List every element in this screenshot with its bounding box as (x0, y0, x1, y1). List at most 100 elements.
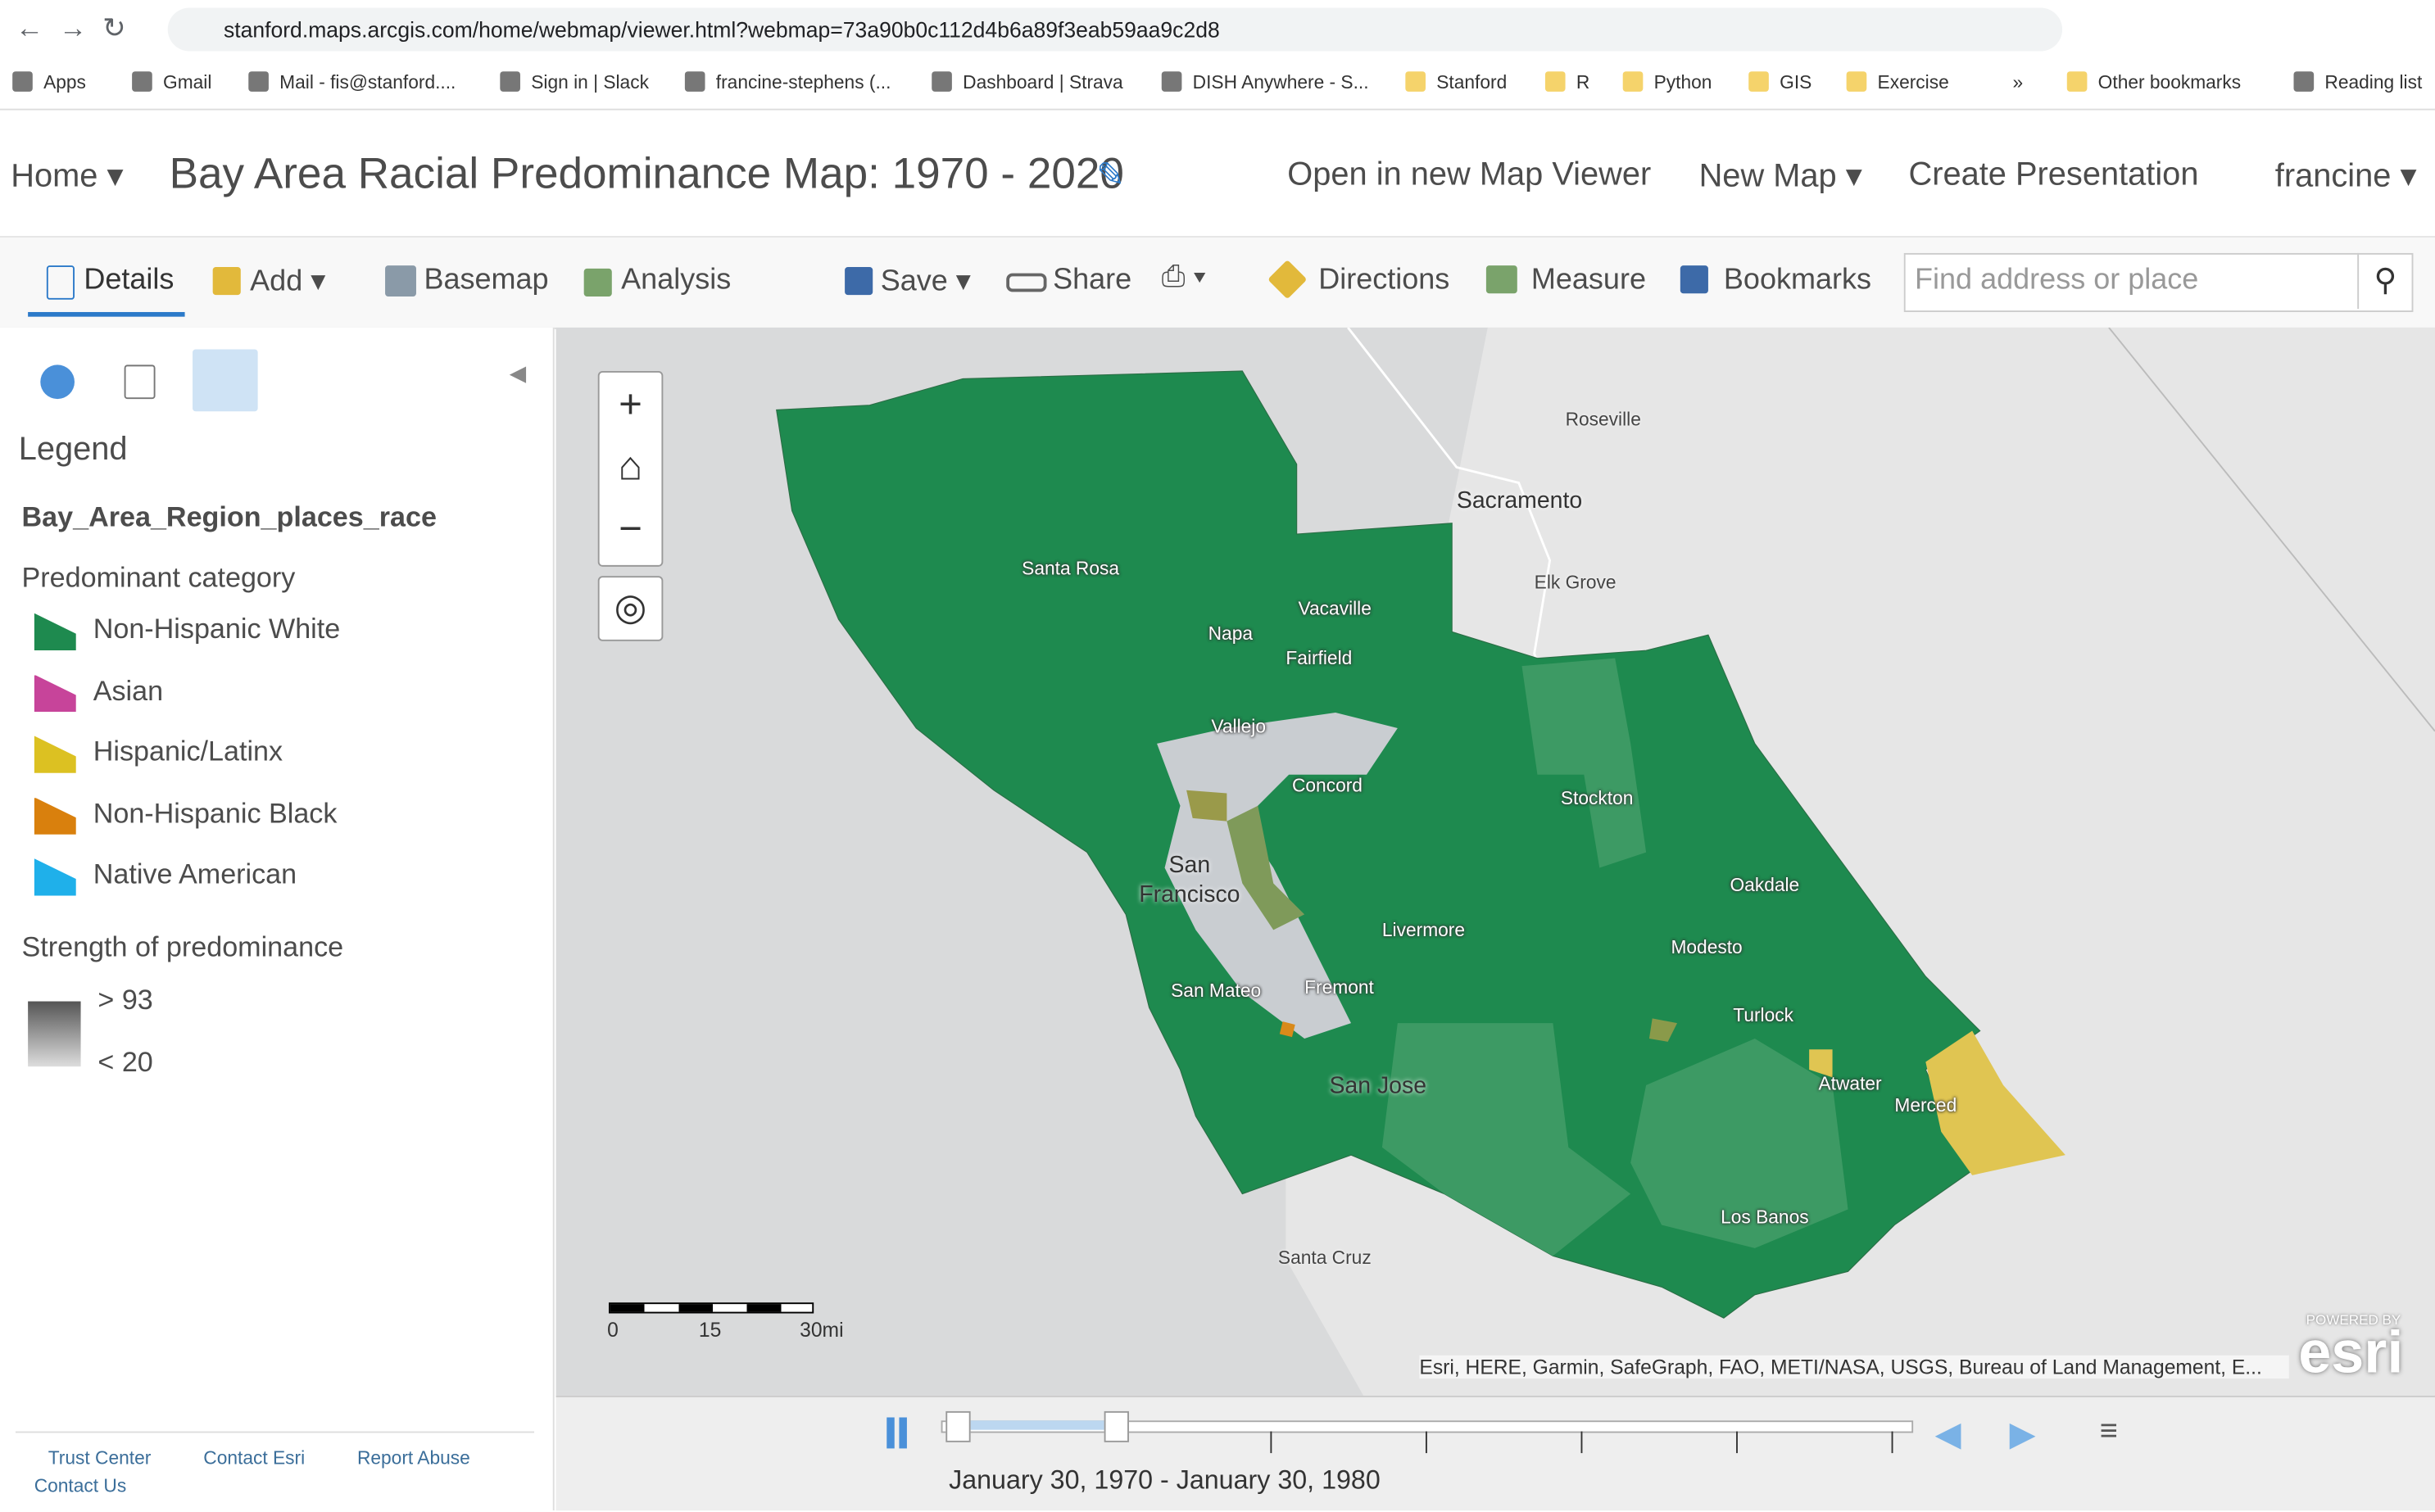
slider-range (956, 1420, 1115, 1430)
home-menu[interactable]: Home ▾ (11, 158, 124, 194)
bookmark[interactable]: Other bookmarks (2097, 71, 2242, 93)
active-tab-indicator (28, 311, 185, 317)
map-label: Oakdale (1730, 874, 1800, 896)
pause-button[interactable] (886, 1417, 895, 1449)
print-menu[interactable]: ⎙ ▾ (1161, 260, 1206, 294)
bookmark-icon (1846, 71, 1867, 92)
tool-bookmarks[interactable]: Bookmarks (1723, 264, 1872, 297)
content-tab[interactable] (124, 364, 156, 400)
bookmark[interactable]: Reading list (2324, 71, 2423, 93)
scale-label: 0 (607, 1318, 619, 1342)
bookmark[interactable]: Mail - fis@stanford.... (279, 71, 456, 93)
strength-label: > 93 (97, 984, 153, 1016)
map-label: San Francisco (1139, 852, 1240, 908)
bookmark[interactable]: Dashboard | Strava (963, 71, 1123, 93)
bookmark[interactable]: Python (1653, 71, 1712, 93)
next-button[interactable]: ▶ (2009, 1414, 2036, 1454)
home: Home (11, 158, 98, 194)
bookmark[interactable]: R (1576, 71, 1590, 93)
region-mixed (1227, 805, 1305, 930)
edit-icon[interactable]: ✎ (1096, 155, 1126, 194)
bookmark[interactable]: francine-stephens (... (715, 71, 891, 93)
settings-button[interactable]: ≡ (2099, 1414, 2118, 1449)
bookmark[interactable]: Stanford (1436, 71, 1508, 93)
user-menu[interactable]: francine ▾ (2274, 158, 2417, 194)
zoom-controls[interactable]: + ⌂ − (597, 371, 664, 567)
road (2108, 327, 2435, 732)
bookmark[interactable]: Sign in | Slack (531, 71, 649, 93)
bookmark-icon (1405, 71, 1426, 92)
slider-thumb[interactable] (945, 1410, 971, 1442)
bookmark[interactable]: Gmail (163, 71, 212, 93)
map-label: Merced (1894, 1094, 1957, 1116)
region-light (1521, 658, 1647, 868)
attribution: Esri, HERE, Garmin, SafeGraph, FAO, METI… (1419, 1355, 2289, 1379)
header-link[interactable]: New Map ▾ (1698, 158, 1862, 194)
strength-title: Strength of predominance (21, 931, 344, 963)
map-label: San Mateo (1171, 979, 1262, 1002)
search-button[interactable]: ⚲ (2357, 252, 2411, 310)
map[interactable]: Roseville Sacramento Elk Grove Santa Rosa Va… (555, 327, 2435, 1396)
map-label: Fremont (1304, 976, 1374, 998)
strength-label: < 20 (97, 1046, 153, 1078)
share-icon (1006, 273, 1047, 292)
bookmark-icon (132, 71, 152, 92)
bookmark[interactable]: Apps (43, 71, 86, 93)
divider (15, 1431, 535, 1433)
tool-basemap[interactable]: Basemap (424, 264, 549, 297)
nav-buttons[interactable]: ← → ↻ (15, 12, 126, 44)
bookmark[interactable]: GIS (1780, 71, 1812, 93)
header-link[interactable]: Open in new Map Viewer (1287, 156, 1652, 193)
tool-analysis[interactable]: Analysis (621, 264, 732, 297)
bookmark-icon (2293, 71, 2315, 92)
address-bar[interactable] (167, 7, 2063, 52)
about-tab[interactable] (40, 364, 75, 400)
collapse-button[interactable]: ◀ (509, 360, 527, 386)
region-black (1279, 1021, 1295, 1038)
locate-button[interactable]: ◎ (597, 576, 664, 641)
previous-button[interactable]: ◀ (1934, 1414, 1961, 1454)
bookmark[interactable]: DISH Anywhere - S... (1192, 71, 1369, 93)
bookmark-icon (932, 71, 952, 92)
slider-thumb[interactable] (1104, 1410, 1129, 1442)
tool-directions[interactable]: Directions (1318, 264, 1450, 297)
tool-text: Save (880, 265, 948, 298)
layer-name: Bay_Area_Region_places_race (21, 501, 437, 533)
bookmark-icon (500, 71, 520, 92)
footer-link[interactable]: Report Abuse (356, 1446, 470, 1469)
header-link[interactable]: Create Presentation (1908, 156, 2199, 193)
map-label: Los Banos (1721, 1206, 1809, 1229)
map-label: Stockton (1560, 786, 1634, 809)
map-label: San Jose (1329, 1072, 1427, 1099)
user-name: francine (2274, 158, 2392, 194)
tool-details[interactable]: Details (84, 264, 175, 297)
region-hispanic (1809, 1049, 1833, 1078)
tool-save[interactable]: Save ▾ (880, 265, 971, 298)
basemap-icon (385, 265, 416, 297)
slider-ticks (1270, 1431, 1272, 1454)
region-mixed (1186, 790, 1227, 822)
scale-bar (608, 1302, 814, 1314)
map-label: Fairfield (1286, 647, 1353, 669)
tool-measure[interactable]: Measure (1530, 264, 1646, 297)
tool-text: Add (250, 265, 303, 298)
tool-share[interactable]: Share (1053, 264, 1132, 297)
scale-label: 15 (698, 1318, 722, 1342)
side-panel (0, 327, 555, 1511)
legend-label: Native American (93, 858, 297, 890)
footer-link[interactable]: Contact Us (34, 1474, 127, 1497)
bookmark[interactable]: Exercise (1877, 71, 1949, 93)
footer-link[interactable]: Contact Esri (203, 1446, 306, 1469)
legend-tab[interactable] (193, 349, 258, 412)
bookmark[interactable]: » (2012, 71, 2024, 93)
footer-link[interactable]: Trust Center (48, 1446, 152, 1469)
bookmark-icon (1748, 71, 1769, 92)
search-box[interactable] (1903, 252, 2414, 312)
map-graphics (776, 327, 2435, 1396)
map-label: Vallejo (1211, 715, 1267, 738)
tool-add[interactable]: Add ▾ (250, 265, 326, 298)
measure-icon (1485, 265, 1517, 294)
category-title: Predominant category (21, 562, 296, 594)
